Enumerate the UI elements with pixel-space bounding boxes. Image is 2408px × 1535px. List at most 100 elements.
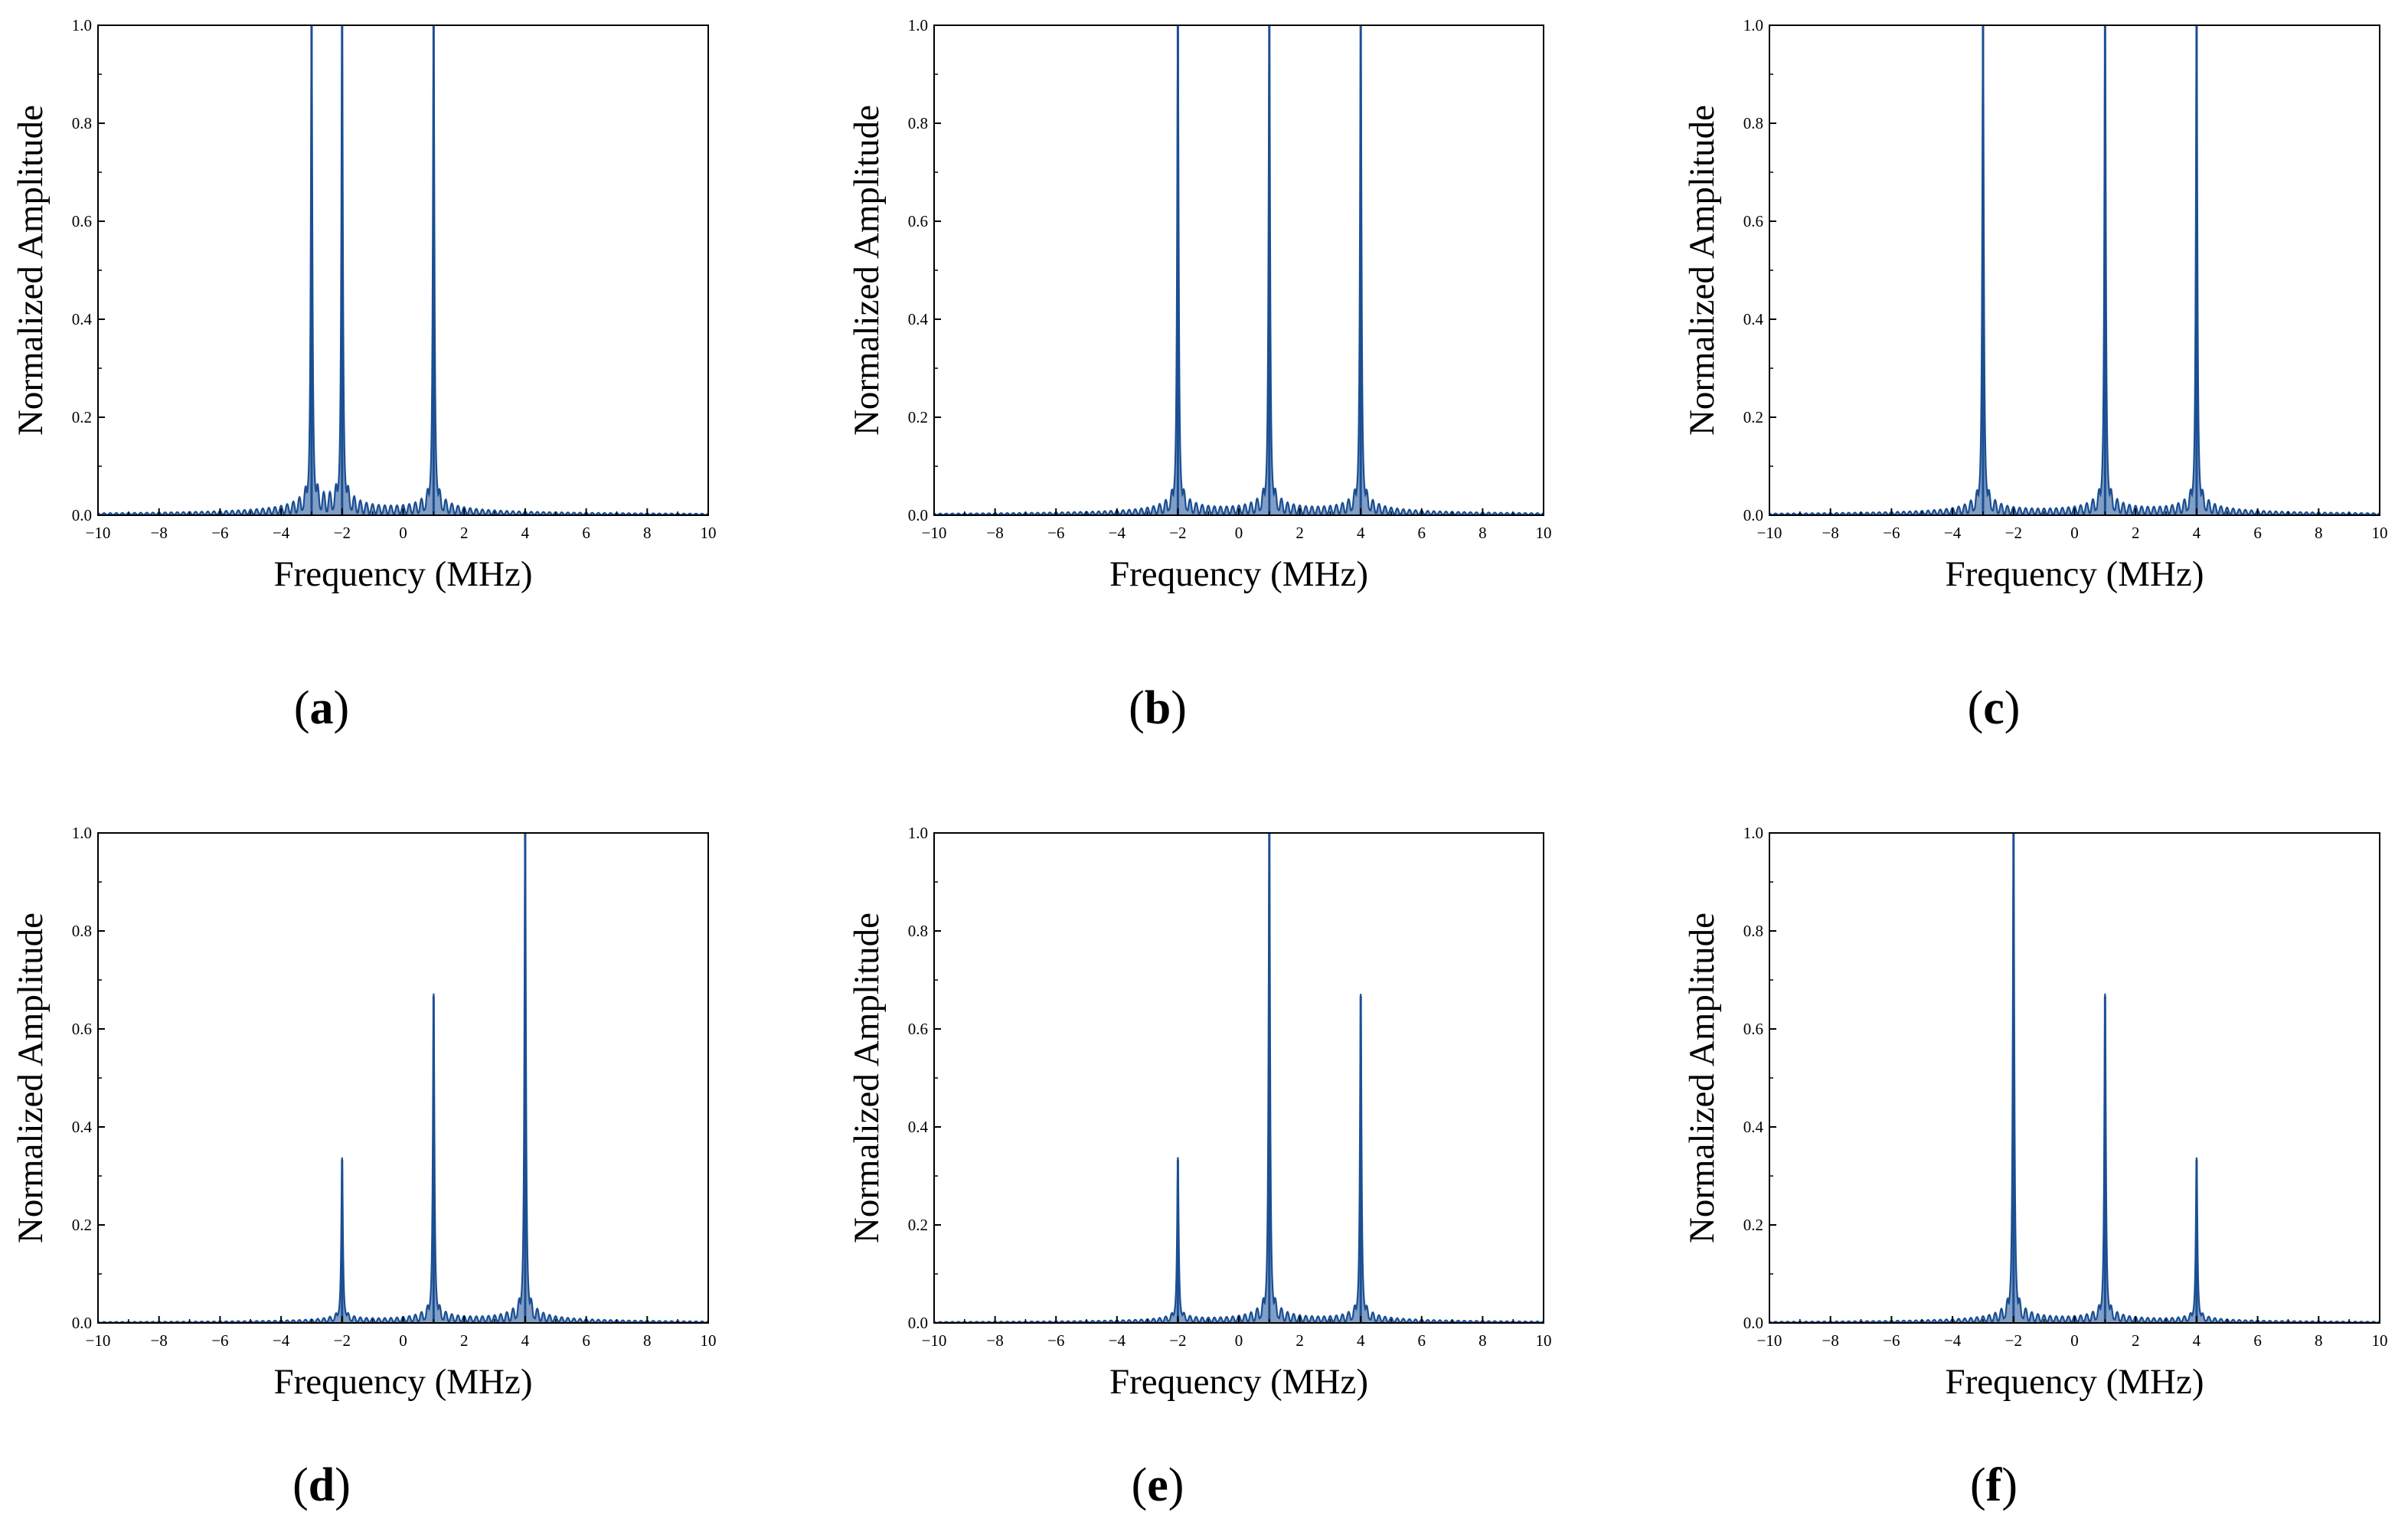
x-tick-label: −6	[211, 524, 228, 542]
x-tick-label: 2	[2132, 1331, 2140, 1350]
x-tick-label: −8	[151, 524, 168, 542]
y-axis-title: Normalized Amplitude	[1682, 913, 1722, 1243]
x-tick-label: −8	[986, 524, 1003, 542]
plot-frame	[933, 24, 1544, 516]
x-axis-title: Frequency (MHz)	[273, 554, 532, 594]
spectrum-fill	[934, 833, 1544, 1323]
spectrum-line	[933, 24, 1544, 516]
spectrum-fill	[1769, 25, 2380, 515]
x-tick-label: 0	[2070, 1331, 2079, 1350]
y-tick-label: 0.8	[1743, 114, 1763, 132]
chart-panel-e: −10 −8 −6 −4 −2 0 2 4 6 8 10 0.0 0.2 0.4 0.6 0.8 1.0 Freq…	[847, 824, 1552, 1511]
x-tick-label: 0	[399, 524, 407, 542]
y-tick-label: 0.0	[1743, 1314, 1763, 1332]
x-tick-label: 4	[2193, 1331, 2201, 1350]
y-tick-label: 0.4	[1743, 1118, 1764, 1136]
x-tick-label: 0	[399, 1331, 407, 1350]
spectrum-fill	[1769, 833, 2380, 1323]
y-tick-label: 1.0	[1743, 16, 1763, 34]
x-axis-title: Frequency (MHz)	[1945, 554, 2204, 594]
x-tick-label: −10	[86, 524, 111, 542]
x-tick-label: 2	[1295, 1331, 1304, 1350]
y-tick-label: 0.0	[908, 1314, 928, 1332]
y-tick-label: 0.2	[908, 408, 928, 426]
x-tick-label: 8	[643, 524, 652, 542]
x-tick-label: 0	[2070, 524, 2079, 542]
x-tick-label: 8	[2315, 1331, 2323, 1350]
y-tick-label: 0.4	[72, 310, 93, 328]
x-tick-label: −4	[1944, 1331, 1962, 1350]
spectrum-fill	[98, 833, 708, 1323]
x-tick-label: −4	[273, 1331, 290, 1350]
spectrum-fill	[98, 25, 708, 515]
y-tick-label: 0.2	[72, 408, 92, 426]
x-tick-label: −6	[1047, 1331, 1064, 1350]
x-tick-label: −10	[1757, 524, 1782, 542]
chart-panel-b: −10 −8 −6 −4 −2 0 2 4 6 8 10 0.0 0.2 0.4 0.6 0.8 1.0 Freq…	[847, 16, 1552, 734]
x-tick-label: −4	[273, 524, 290, 542]
panel-label: (f)	[1970, 1459, 2018, 1511]
y-tick-label: 0.0	[908, 506, 928, 524]
x-tick-label: 10	[701, 1331, 717, 1350]
x-tick-label: −4	[1109, 1331, 1126, 1350]
plot-frame	[933, 832, 1544, 1324]
spectrum-line	[97, 24, 709, 516]
x-tick-label: −6	[211, 1331, 228, 1350]
x-tick-label: 10	[1536, 524, 1552, 542]
y-tick-label: 0.4	[1743, 310, 1764, 328]
panel-label: (b)	[1129, 682, 1187, 734]
y-tick-label: 1.0	[72, 824, 92, 842]
y-tick-label: 0.8	[908, 114, 928, 132]
x-tick-label: −2	[2005, 524, 2022, 542]
x-axis-title: Frequency (MHz)	[273, 1362, 532, 1402]
x-tick-label: −2	[334, 1331, 351, 1350]
x-tick-label: −10	[86, 1331, 111, 1350]
y-tick-label: 0.6	[908, 1020, 928, 1038]
x-tick-label: −2	[2005, 1331, 2022, 1350]
y-tick-label: 0.8	[1743, 922, 1763, 940]
y-axis-title: Normalized Amplitude	[847, 105, 887, 436]
x-tick-label: 6	[1418, 524, 1426, 542]
x-tick-label: 4	[2193, 524, 2201, 542]
x-tick-label: 6	[582, 1331, 590, 1350]
x-axis-title: Frequency (MHz)	[1945, 1362, 2204, 1402]
y-tick-label: 0.8	[908, 922, 928, 940]
x-tick-label: 2	[460, 1331, 469, 1350]
x-tick-label: 8	[643, 1331, 652, 1350]
y-tick-label: 0.6	[908, 212, 928, 230]
spectrum-line	[97, 832, 709, 1324]
x-tick-label: 6	[582, 524, 590, 542]
y-tick-label: 0.2	[1743, 1216, 1763, 1234]
x-tick-label: 2	[1295, 524, 1304, 542]
x-tick-label: −8	[1822, 1331, 1839, 1350]
spectrum-fill	[934, 25, 1544, 515]
y-tick-label: 1.0	[72, 16, 92, 34]
y-axis-title: Normalized Amplitude	[11, 913, 51, 1243]
x-tick-label: 8	[2315, 524, 2323, 542]
y-tick-label: 0.6	[1743, 1020, 1763, 1038]
x-tick-label: 0	[1235, 524, 1243, 542]
y-tick-label: 1.0	[908, 824, 928, 842]
y-tick-label: 0.6	[72, 212, 92, 230]
x-tick-label: −4	[1109, 524, 1126, 542]
x-tick-label: −6	[1883, 1331, 1900, 1350]
spectrum-line	[933, 832, 1544, 1324]
x-tick-label: 0	[1235, 1331, 1243, 1350]
y-tick-label: 0.6	[72, 1020, 92, 1038]
x-tick-label: −8	[986, 1331, 1003, 1350]
y-tick-label: 0.0	[72, 1314, 92, 1332]
x-tick-label: 2	[2132, 524, 2140, 542]
y-tick-label: 0.4	[908, 310, 929, 328]
y-tick-label: 0.2	[1743, 408, 1763, 426]
y-tick-label: 1.0	[908, 16, 928, 34]
x-tick-label: −2	[334, 524, 351, 542]
y-axis-title: Normalized Amplitude	[847, 913, 887, 1243]
x-tick-label: 10	[2372, 524, 2388, 542]
x-tick-label: −8	[1822, 524, 1839, 542]
x-tick-label: 4	[521, 524, 530, 542]
y-tick-label: 0.8	[72, 114, 92, 132]
y-tick-label: 0.2	[72, 1216, 92, 1234]
x-tick-label: −10	[1757, 1331, 1782, 1350]
x-tick-label: −2	[1169, 1331, 1186, 1350]
